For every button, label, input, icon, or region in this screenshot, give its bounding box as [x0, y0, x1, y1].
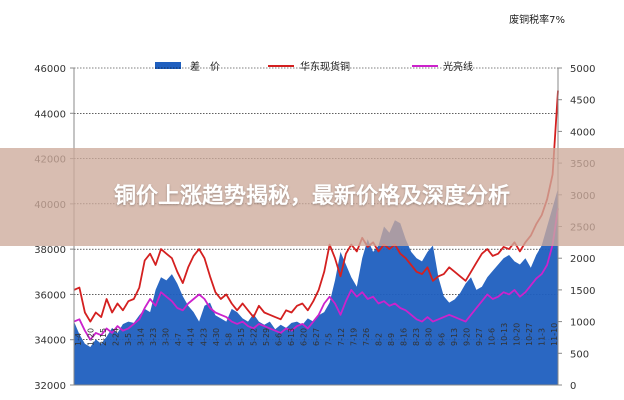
right-axis-tick-label: 5000: [570, 64, 595, 75]
legend-swatch-spread: [155, 62, 181, 69]
x-axis-tick-label: 8-30: [425, 328, 434, 346]
x-axis-tick-label: 10-27: [525, 323, 534, 346]
legend-label-bright-wire: 光亮线: [443, 60, 473, 73]
x-axis-tick-label: 7-12: [337, 328, 346, 346]
right-axis-tick-label: 0: [570, 381, 576, 392]
series-spread-area: [74, 188, 558, 385]
x-axis-tick-label: 11-10: [550, 323, 559, 346]
x-axis-tick-label: 3-30: [162, 328, 171, 346]
left-axis-tick-label: 34000: [34, 336, 66, 347]
x-axis-tick-label: 6-13: [287, 328, 296, 346]
right-axis-tick-label: 2000: [570, 254, 595, 265]
x-axis-tick-label: 8-23: [412, 328, 421, 346]
price-lines-layer: [73, 90, 559, 341]
left-axis-tick-label: 44000: [34, 109, 66, 120]
right-axis-tick-label: 4000: [570, 127, 595, 138]
legend: 差 价 华东现货铜 光亮线: [155, 60, 473, 73]
x-axis-tick-label: 4-30: [212, 328, 221, 346]
x-axis-tick-label: 7-5: [325, 333, 334, 346]
x-axis-tick-label: 10-13: [500, 323, 509, 346]
x-axis-tick-label: 7-26: [362, 328, 371, 346]
x-axis-tick-label: 6-20: [299, 328, 308, 346]
x-axis-tick-label: 7-19: [350, 328, 359, 346]
x-axis-tick-label: 9-20: [462, 328, 471, 346]
right-axis-tick-label: 1500: [570, 286, 595, 297]
headline-banner: 铜价上涨趋势揭秘，最新价格及深度分析: [0, 148, 624, 246]
right-axis-tick-label: 4500: [570, 96, 595, 107]
left-axis-tick-label: 32000: [34, 381, 66, 392]
x-axis-tick-label: 8-9: [387, 333, 396, 346]
x-axis-tick-label: 1-4: [74, 333, 83, 346]
x-axis-ticks: 1-4 1-20 2-15 2-24 3-5 3-14 3-23 3-30 4-7 4-14 4-2…: [74, 323, 559, 346]
x-axis-tick-label: 3-5: [124, 333, 133, 346]
x-axis-tick-label: 9-13: [450, 328, 459, 346]
left-axis-tick-label: 36000: [34, 290, 66, 301]
x-axis-tick-label: 4-23: [199, 328, 208, 346]
x-axis-tick-label: 10-6: [487, 328, 496, 346]
x-axis-tick-label: 4-7: [174, 333, 183, 346]
x-axis-tick-label: 4-14: [187, 328, 196, 346]
x-axis-tick-label: 1-20: [87, 328, 96, 346]
x-axis-tick-label: 8-2: [375, 333, 384, 346]
legend-label-east-china-copper: 华东现货铜: [300, 60, 350, 73]
x-axis-tick-label: 5-29: [262, 328, 271, 346]
left-axis-tick-label: 46000: [34, 64, 66, 75]
x-axis-tick-label: 9-27: [475, 328, 484, 346]
x-axis-tick-label: 8-16: [400, 328, 409, 346]
x-axis-tick-label: 2-15: [99, 328, 108, 346]
tax-rate-note: 废铜税率7%: [509, 13, 565, 26]
x-axis-tick-label: 10-20: [512, 323, 521, 346]
x-axis-tick-label: 5-15: [237, 328, 246, 346]
legend-label-spread: 差 价: [190, 60, 220, 73]
x-axis-tick-label: 2-24: [112, 328, 121, 346]
right-axis-tick-label: 1000: [570, 318, 595, 329]
x-axis-tick-label: 9-6: [437, 333, 446, 346]
x-axis-tick-label: 5-22: [249, 328, 258, 346]
right-axis-tick-label: 500: [570, 349, 589, 360]
spread-area-layer: [74, 188, 558, 385]
x-axis-tick-label: 6-27: [312, 328, 321, 346]
x-axis-tick-label: 11-3: [537, 328, 546, 346]
series-bright-wire-line: [73, 208, 559, 341]
x-axis-tick-label: 6-6: [274, 333, 283, 346]
series-east-china-copper-line: [73, 90, 559, 323]
left-axis-tick-label: 38000: [34, 245, 66, 256]
headline-text: 铜价上涨趋势揭秘，最新价格及深度分析: [113, 184, 510, 209]
x-axis-tick-label: 3-14: [137, 328, 146, 346]
x-axis-tick-label: 5-8: [224, 333, 233, 346]
x-axis-tick-label: 3-23: [149, 328, 158, 346]
